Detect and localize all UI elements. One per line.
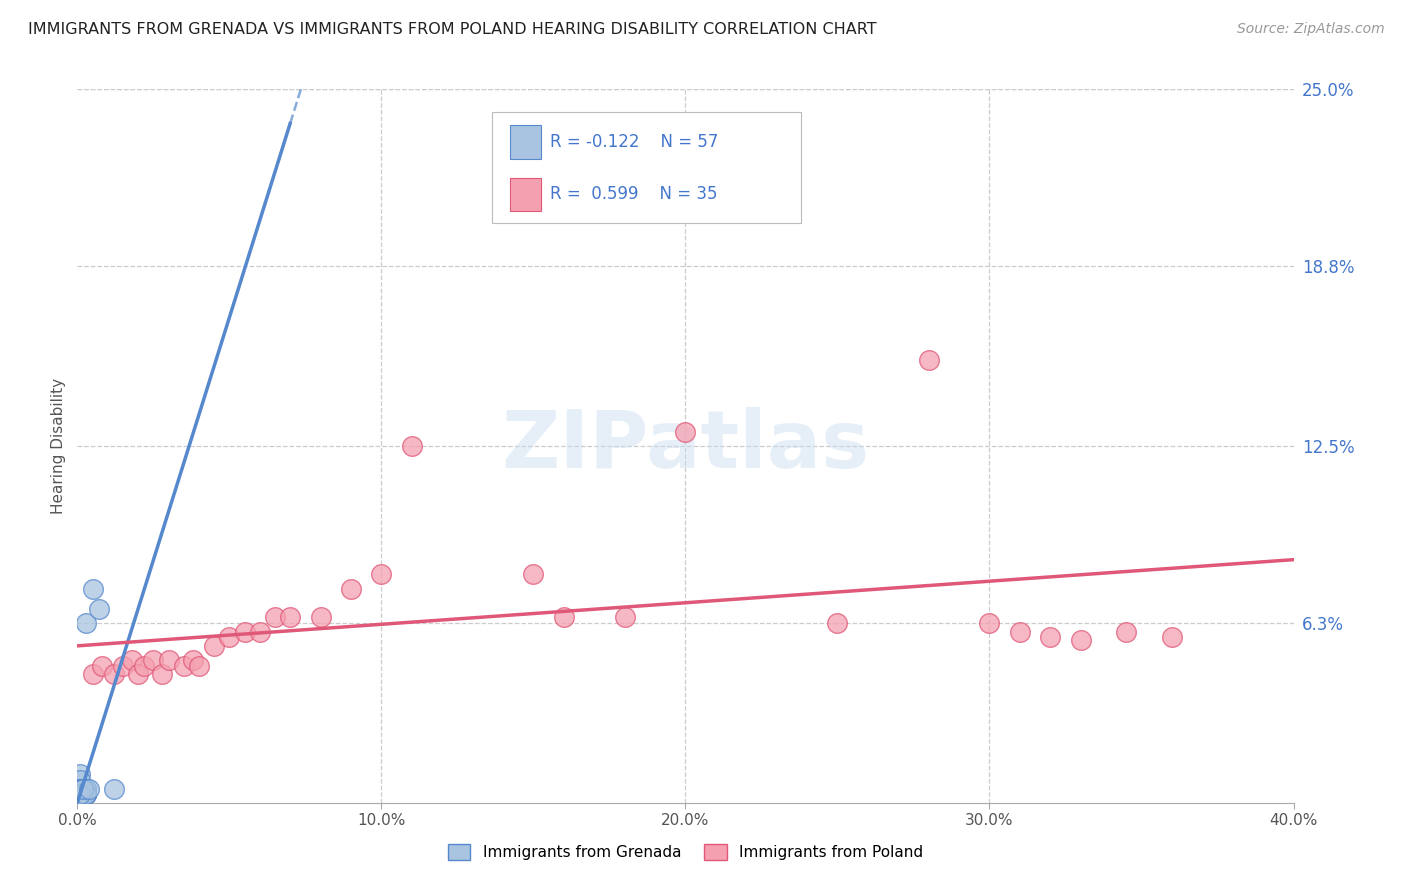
Point bbox=[75, 787, 97, 801]
Point bbox=[75, 781, 97, 796]
Point bbox=[72, 787, 94, 801]
Text: ZIPatlas: ZIPatlas bbox=[502, 407, 869, 485]
Point bbox=[1008, 624, 1031, 639]
Point bbox=[75, 781, 97, 796]
Point bbox=[157, 653, 180, 667]
Point bbox=[75, 787, 97, 801]
Point bbox=[72, 781, 94, 796]
Point bbox=[979, 615, 1001, 630]
Point bbox=[111, 658, 134, 673]
Text: IMMIGRANTS FROM GRENADA VS IMMIGRANTS FROM POLAND HEARING DISABILITY CORRELATION: IMMIGRANTS FROM GRENADA VS IMMIGRANTS FR… bbox=[28, 22, 877, 37]
Point bbox=[264, 610, 287, 624]
Point bbox=[69, 781, 91, 796]
Legend: Immigrants from Grenada, Immigrants from Poland: Immigrants from Grenada, Immigrants from… bbox=[441, 838, 929, 866]
Point bbox=[69, 781, 91, 796]
Point bbox=[69, 787, 91, 801]
Point bbox=[69, 787, 91, 801]
Point bbox=[75, 781, 97, 796]
Point bbox=[918, 353, 941, 368]
Point bbox=[69, 787, 91, 801]
Point bbox=[675, 425, 697, 439]
Point bbox=[69, 772, 91, 787]
Point bbox=[69, 781, 91, 796]
Point bbox=[1039, 630, 1062, 644]
Point bbox=[72, 787, 94, 801]
Point bbox=[370, 567, 392, 582]
Point bbox=[69, 787, 91, 801]
Point bbox=[69, 787, 91, 801]
Point bbox=[75, 787, 97, 801]
Point bbox=[522, 567, 544, 582]
Point bbox=[827, 615, 849, 630]
Point bbox=[82, 582, 104, 596]
Point bbox=[69, 787, 91, 801]
Point bbox=[103, 781, 125, 796]
Point bbox=[69, 787, 91, 801]
Point bbox=[72, 781, 94, 796]
Point bbox=[69, 767, 91, 781]
Point bbox=[72, 781, 94, 796]
Point bbox=[309, 610, 332, 624]
Point bbox=[69, 787, 91, 801]
Point bbox=[72, 781, 94, 796]
Point bbox=[218, 630, 240, 644]
Point bbox=[75, 615, 97, 630]
Point bbox=[87, 601, 110, 615]
Point bbox=[613, 610, 636, 624]
Point bbox=[103, 667, 125, 681]
Point bbox=[72, 787, 94, 801]
Point bbox=[79, 781, 101, 796]
Point bbox=[72, 787, 94, 801]
Point bbox=[75, 787, 97, 801]
Point bbox=[69, 787, 91, 801]
Point bbox=[1070, 633, 1092, 648]
Point bbox=[69, 787, 91, 801]
Point bbox=[233, 624, 256, 639]
Point bbox=[69, 787, 91, 801]
Point bbox=[72, 787, 94, 801]
Point bbox=[1161, 630, 1184, 644]
Point bbox=[75, 787, 97, 801]
Point bbox=[202, 639, 225, 653]
Point bbox=[278, 610, 301, 624]
Point bbox=[69, 781, 91, 796]
Point bbox=[72, 787, 94, 801]
Point bbox=[173, 658, 195, 673]
Point bbox=[142, 653, 165, 667]
Point bbox=[72, 787, 94, 801]
Point bbox=[127, 667, 149, 681]
Point bbox=[134, 658, 156, 673]
Point bbox=[72, 787, 94, 801]
Point bbox=[249, 624, 271, 639]
Point bbox=[72, 781, 94, 796]
Point bbox=[75, 787, 97, 801]
Point bbox=[188, 658, 211, 673]
Y-axis label: Hearing Disability: Hearing Disability bbox=[51, 378, 66, 514]
Point bbox=[72, 781, 94, 796]
Point bbox=[72, 787, 94, 801]
Point bbox=[72, 787, 94, 801]
Point bbox=[152, 667, 174, 681]
Point bbox=[72, 781, 94, 796]
Text: R = -0.122    N = 57: R = -0.122 N = 57 bbox=[550, 133, 718, 151]
Point bbox=[72, 781, 94, 796]
Point bbox=[1115, 624, 1137, 639]
Point bbox=[72, 781, 94, 796]
Point bbox=[69, 787, 91, 801]
Point bbox=[72, 781, 94, 796]
Point bbox=[401, 439, 423, 453]
Point bbox=[340, 582, 363, 596]
Point bbox=[72, 787, 94, 801]
Point bbox=[82, 667, 104, 681]
Point bbox=[72, 787, 94, 801]
Text: R =  0.599    N = 35: R = 0.599 N = 35 bbox=[550, 186, 717, 203]
Point bbox=[121, 653, 143, 667]
Point bbox=[69, 787, 91, 801]
Point bbox=[90, 658, 112, 673]
Point bbox=[72, 787, 94, 801]
Point bbox=[553, 610, 575, 624]
Point bbox=[69, 781, 91, 796]
Point bbox=[181, 653, 204, 667]
Text: Source: ZipAtlas.com: Source: ZipAtlas.com bbox=[1237, 22, 1385, 37]
